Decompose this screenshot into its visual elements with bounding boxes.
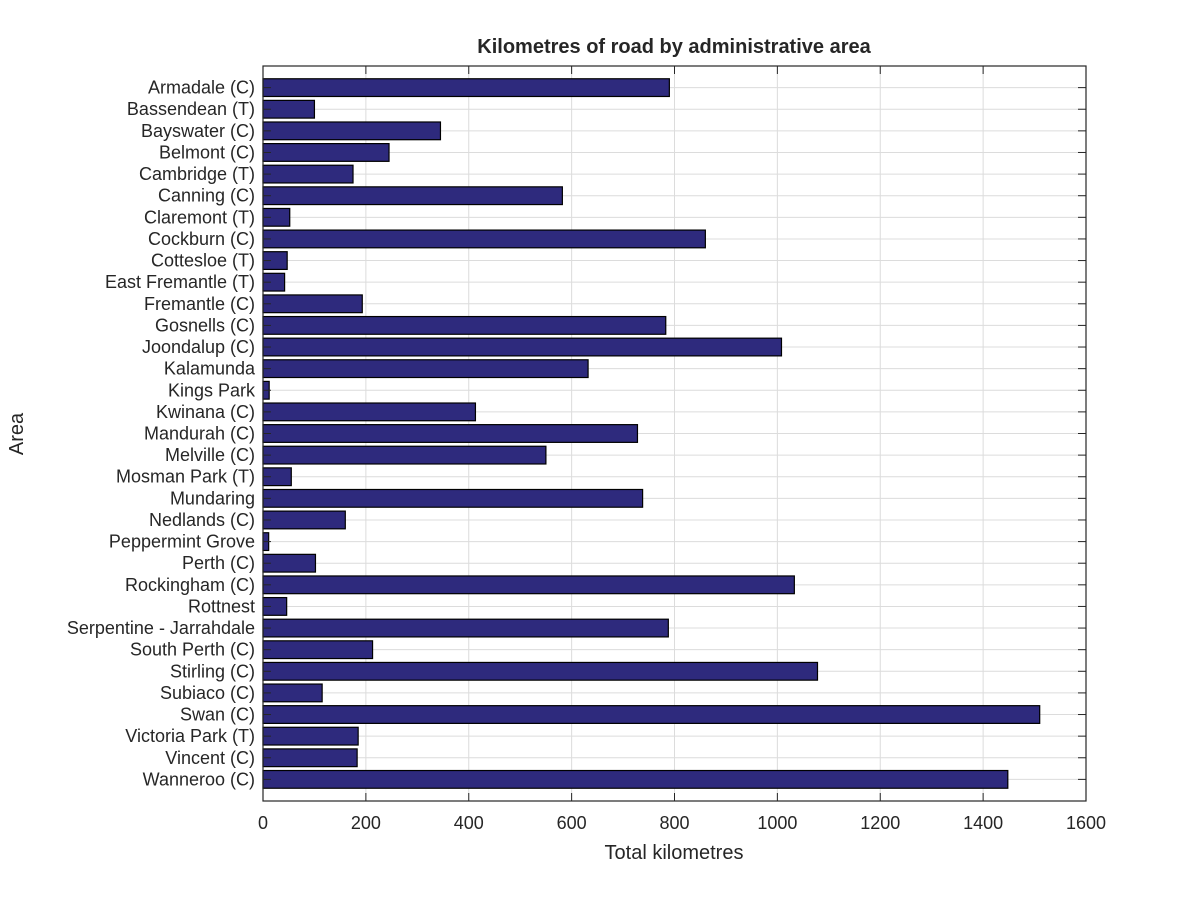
category-label: Armadale (C)	[148, 78, 255, 98]
x-tick-label: 400	[454, 813, 484, 833]
category-label: Melville (C)	[165, 445, 255, 465]
x-tick-label: 800	[659, 813, 689, 833]
category-label: Cottesloe (T)	[151, 251, 255, 271]
category-label: Cockburn (C)	[148, 229, 255, 249]
bar	[262, 78, 670, 98]
category-label: Peppermint Grove	[109, 532, 255, 552]
bar	[262, 186, 563, 206]
x-tick-label: 1000	[757, 813, 797, 833]
bar	[262, 121, 442, 141]
category-label: Victoria Park (T)	[125, 726, 255, 746]
x-axis-label: Total kilometres	[605, 842, 744, 864]
category-label: Belmont (C)	[159, 142, 255, 162]
category-label: South Perth (C)	[130, 640, 255, 660]
bar	[262, 661, 819, 681]
bar	[262, 726, 359, 746]
category-label: Vincent (C)	[165, 748, 255, 768]
bar	[262, 359, 589, 379]
category-label: Fremantle (C)	[144, 294, 255, 314]
category-label: Canning (C)	[158, 186, 255, 206]
category-label: Swan (C)	[180, 705, 255, 725]
bar	[262, 488, 644, 508]
bar	[262, 424, 639, 443]
bar	[262, 445, 547, 465]
category-label: Mandurah (C)	[144, 424, 255, 444]
bar	[262, 575, 795, 595]
bar	[262, 229, 706, 249]
y-axis-label: Area	[6, 412, 28, 455]
x-tick-label: 1600	[1066, 813, 1106, 833]
bar	[262, 618, 669, 638]
category-label: Rockingham (C)	[125, 575, 255, 595]
category-label: East Fremantle (T)	[105, 272, 255, 292]
category-label: Mundaring	[170, 488, 255, 508]
bar	[262, 143, 390, 162]
category-label: Nedlands (C)	[149, 510, 255, 530]
chart-title: Kilometres of road by administrative are…	[477, 36, 871, 58]
axes-layer: 0 200 400 600 800 1000 1200 1400 1600 Armadale (C…	[67, 65, 1106, 833]
bar	[262, 748, 358, 768]
bar	[262, 315, 667, 335]
bar	[262, 337, 783, 357]
bar	[262, 294, 363, 314]
category-label: Stirling (C)	[170, 661, 255, 681]
category-label: Gosnells (C)	[155, 315, 255, 335]
bar	[262, 640, 374, 660]
category-label: Mosman Park (T)	[116, 467, 255, 487]
category-label: Kings Park	[168, 380, 256, 400]
category-label: Wanneroo (C)	[143, 769, 255, 789]
bar	[262, 769, 1009, 789]
bar	[262, 683, 323, 703]
category-label: Serpentine - Jarrahdale	[67, 618, 255, 638]
bar	[262, 510, 346, 530]
category-label: Rottnest	[188, 596, 255, 616]
x-tick-label: 200	[351, 813, 381, 833]
x-tick-label: 0	[258, 813, 268, 833]
category-label: Kalamunda	[164, 359, 256, 379]
plot-frame	[262, 65, 1087, 802]
category-label: Perth (C)	[182, 553, 255, 573]
category-label: Subiaco (C)	[160, 683, 255, 703]
category-label: Bassendean (T)	[127, 99, 255, 119]
category-label: Cambridge (T)	[139, 164, 255, 184]
bar	[262, 402, 477, 422]
category-label: Bayswater (C)	[141, 121, 255, 141]
category-label: Claremont (T)	[144, 207, 255, 227]
x-tick-label: 1400	[963, 813, 1003, 833]
bar	[262, 164, 354, 184]
category-label: Kwinana (C)	[156, 402, 255, 422]
bar	[262, 705, 1041, 724]
x-tick-label: 600	[557, 813, 587, 833]
x-tick-label: 1200	[860, 813, 900, 833]
category-label: Joondalup (C)	[142, 337, 255, 357]
